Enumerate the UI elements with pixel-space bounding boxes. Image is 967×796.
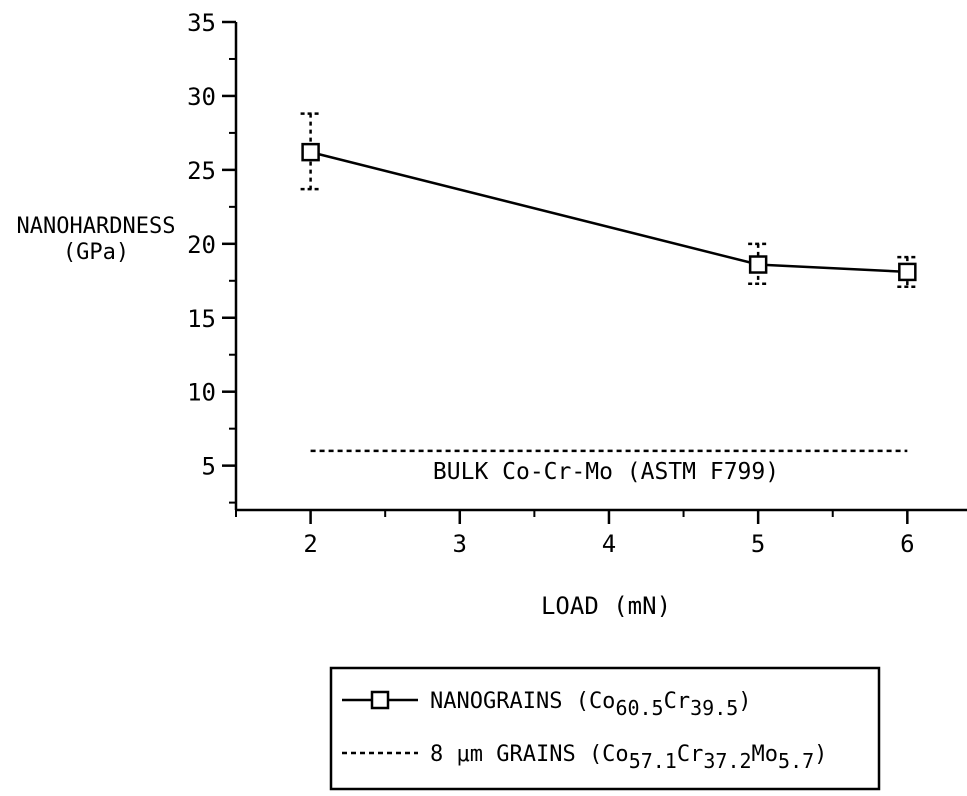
x-tick-label: 6 bbox=[900, 530, 914, 558]
legend-label: 8 μm GRAINS (Co57.1Cr37.2Mo5.7) bbox=[430, 742, 827, 773]
y-axis-label-line2: (GPa) bbox=[63, 240, 129, 265]
x-axis-label: LOAD (mN) bbox=[541, 592, 671, 620]
x-tick-label: 4 bbox=[602, 530, 616, 558]
x-tick-label: 3 bbox=[453, 530, 467, 558]
y-tick-label: 20 bbox=[187, 231, 216, 259]
legend-swatch-marker bbox=[370, 690, 390, 710]
chart-marks bbox=[300, 112, 918, 453]
reference-line-label: BULK Co-Cr-Mo (ASTM F799) bbox=[433, 459, 779, 485]
y-axis-label-line1: NANOHARDNESS bbox=[17, 214, 176, 239]
data-point-marker bbox=[301, 142, 320, 162]
series-line bbox=[310, 150, 908, 274]
data-point-marker bbox=[898, 262, 917, 282]
y-tick-label: 25 bbox=[187, 157, 216, 185]
y-tick-label: 10 bbox=[187, 379, 216, 407]
y-tick-label: 15 bbox=[187, 305, 216, 333]
legend-label: NANOGRAINS (Co60.5Cr39.5) bbox=[430, 689, 752, 720]
y-tick-label: 5 bbox=[202, 453, 216, 481]
legend-box bbox=[329, 666, 881, 791]
axes: 5 10 15 20 25 30 35 2 3 4 5 6 bbox=[187, 9, 967, 558]
y-tick-label: 35 bbox=[187, 9, 216, 37]
legend: NANOGRAINS (Co60.5Cr39.5) 8 μm GRAINS (Co… bbox=[329, 666, 881, 791]
x-tick-label: 2 bbox=[303, 530, 317, 558]
data-point-marker bbox=[748, 255, 768, 274]
x-tick-label: 5 bbox=[751, 530, 765, 558]
y-tick-label: 30 bbox=[187, 83, 216, 111]
